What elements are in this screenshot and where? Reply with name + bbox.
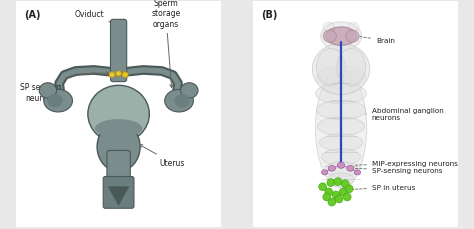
Ellipse shape	[47, 95, 63, 108]
Ellipse shape	[122, 72, 128, 78]
Ellipse shape	[116, 71, 121, 77]
Ellipse shape	[328, 166, 336, 172]
Ellipse shape	[312, 44, 370, 95]
Ellipse shape	[181, 83, 198, 99]
Circle shape	[325, 188, 333, 196]
Text: (A): (A)	[24, 11, 41, 20]
FancyBboxPatch shape	[249, 0, 462, 229]
Ellipse shape	[321, 170, 328, 175]
Ellipse shape	[316, 70, 367, 188]
Text: SP-sensing neurons: SP-sensing neurons	[354, 168, 442, 174]
FancyBboxPatch shape	[110, 20, 127, 82]
Ellipse shape	[326, 28, 356, 46]
Text: (B): (B)	[261, 11, 277, 20]
Ellipse shape	[337, 49, 365, 86]
Ellipse shape	[323, 31, 337, 43]
Ellipse shape	[323, 23, 334, 32]
Text: Abdominal ganglion
neurons: Abdominal ganglion neurons	[365, 108, 444, 121]
Ellipse shape	[348, 23, 359, 32]
Ellipse shape	[355, 170, 361, 175]
Circle shape	[341, 180, 349, 188]
Text: Brain: Brain	[359, 37, 395, 44]
Polygon shape	[109, 187, 129, 205]
Ellipse shape	[44, 90, 73, 112]
Text: SP in uterus: SP in uterus	[350, 184, 415, 190]
Ellipse shape	[95, 120, 142, 138]
FancyBboxPatch shape	[12, 0, 225, 229]
Ellipse shape	[346, 31, 359, 43]
Circle shape	[335, 195, 343, 203]
Text: Oviduct: Oviduct	[75, 10, 115, 25]
Ellipse shape	[39, 83, 56, 99]
Ellipse shape	[109, 72, 115, 78]
Ellipse shape	[317, 49, 345, 86]
Ellipse shape	[317, 67, 365, 89]
Circle shape	[319, 183, 327, 191]
Ellipse shape	[328, 173, 355, 186]
Circle shape	[346, 185, 353, 193]
FancyBboxPatch shape	[107, 151, 130, 184]
Circle shape	[343, 193, 351, 201]
Ellipse shape	[164, 90, 193, 112]
Ellipse shape	[97, 123, 140, 172]
Text: Sperm
storage
organs: Sperm storage organs	[151, 0, 180, 88]
Ellipse shape	[320, 23, 362, 51]
Circle shape	[332, 191, 340, 199]
Ellipse shape	[316, 84, 367, 104]
Circle shape	[327, 179, 335, 187]
Text: Uterus: Uterus	[139, 145, 184, 167]
Text: MIP-expressing neurons: MIP-expressing neurons	[354, 161, 458, 166]
Circle shape	[334, 178, 342, 186]
Ellipse shape	[317, 101, 365, 120]
Ellipse shape	[318, 117, 365, 136]
Text: SP sensing
neurons: SP sensing neurons	[20, 72, 109, 102]
Circle shape	[328, 198, 336, 206]
Ellipse shape	[337, 162, 345, 169]
Ellipse shape	[321, 149, 361, 166]
Circle shape	[339, 188, 347, 196]
Ellipse shape	[174, 95, 190, 108]
Ellipse shape	[346, 166, 354, 172]
Ellipse shape	[319, 134, 363, 152]
Circle shape	[323, 193, 330, 201]
Ellipse shape	[325, 162, 357, 177]
Ellipse shape	[88, 86, 149, 143]
FancyBboxPatch shape	[103, 177, 134, 208]
